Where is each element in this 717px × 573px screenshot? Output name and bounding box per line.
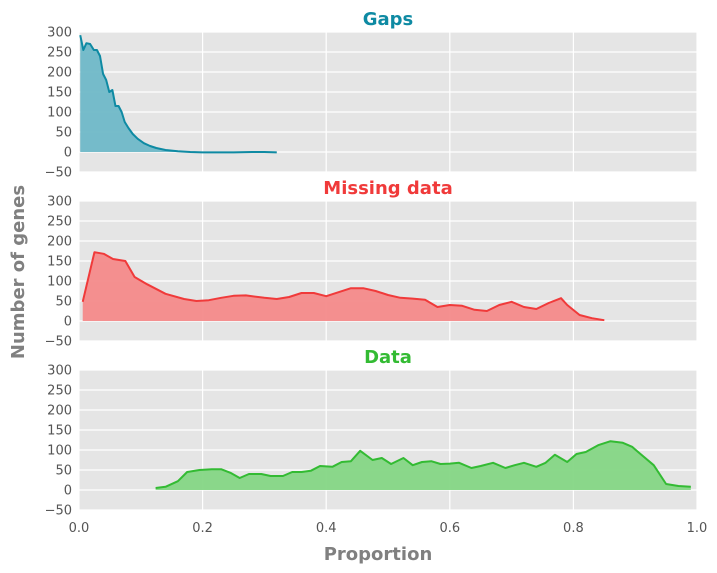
panels-layer: −50 0 50 100 150 200 250 300 Gaps −50 0 50 100 150 200… bbox=[45, 9, 698, 519]
panel-1: −50 0 50 100 150 200 250 300 Missing data bbox=[45, 178, 698, 350]
y-tick-label: 300 bbox=[47, 364, 72, 379]
series-area bbox=[82, 252, 605, 321]
y-tick-label: 100 bbox=[47, 106, 72, 121]
y-tick-label: 250 bbox=[47, 46, 72, 61]
x-tick-label: 1.0 bbox=[687, 521, 708, 536]
series-line bbox=[81, 251, 605, 322]
series-area bbox=[80, 35, 277, 153]
panel-title: Gaps bbox=[363, 9, 414, 30]
y-tick-label: 150 bbox=[47, 424, 72, 439]
series-line bbox=[155, 440, 691, 489]
x-axis: 0.0 0.2 0.4 0.6 0.8 1.0 bbox=[69, 521, 708, 536]
x-tick-label: 0.8 bbox=[563, 521, 584, 536]
y-tick-label: 50 bbox=[55, 295, 72, 310]
y-axis-title: Number of genes bbox=[8, 185, 29, 359]
y-tick-label: −50 bbox=[45, 335, 72, 350]
y-tick-label: 100 bbox=[47, 444, 72, 459]
y-tick-label: 150 bbox=[47, 86, 72, 101]
y-tick-label: 0 bbox=[64, 146, 72, 161]
panel-0: −50 0 50 100 150 200 250 300 Gaps bbox=[45, 9, 698, 181]
y-tick-label: 100 bbox=[47, 275, 72, 290]
x-tick-label: 0.4 bbox=[316, 521, 337, 536]
y-tick-label: 250 bbox=[47, 215, 72, 230]
y-tick-label: 300 bbox=[47, 26, 72, 41]
y-tick-label: −50 bbox=[45, 166, 72, 181]
x-tick-label: 0.0 bbox=[69, 521, 90, 536]
x-axis-title: Proportion bbox=[324, 544, 433, 565]
y-tick-label: 0 bbox=[64, 484, 72, 499]
y-tick-label: 300 bbox=[47, 195, 72, 210]
y-tick-label: 150 bbox=[47, 255, 72, 270]
y-tick-label: 50 bbox=[55, 126, 72, 141]
plot-background bbox=[79, 32, 697, 172]
y-tick-label: 200 bbox=[47, 404, 72, 419]
y-tick-label: 250 bbox=[47, 384, 72, 399]
panel-2: −50 0 50 100 150 200 250 300 Data bbox=[45, 347, 698, 519]
y-tick-label: 0 bbox=[64, 315, 72, 330]
x-tick-label: 0.2 bbox=[192, 521, 213, 536]
y-tick-label: 200 bbox=[47, 235, 72, 250]
panel-title: Missing data bbox=[323, 178, 452, 199]
series-line bbox=[79, 34, 277, 154]
y-tick-label: 50 bbox=[55, 464, 72, 479]
y-tick-label: −50 bbox=[45, 504, 72, 519]
y-tick-label: 200 bbox=[47, 66, 72, 81]
panel-title: Data bbox=[364, 347, 412, 368]
series-area bbox=[155, 441, 691, 490]
x-tick-label: 0.6 bbox=[439, 521, 460, 536]
